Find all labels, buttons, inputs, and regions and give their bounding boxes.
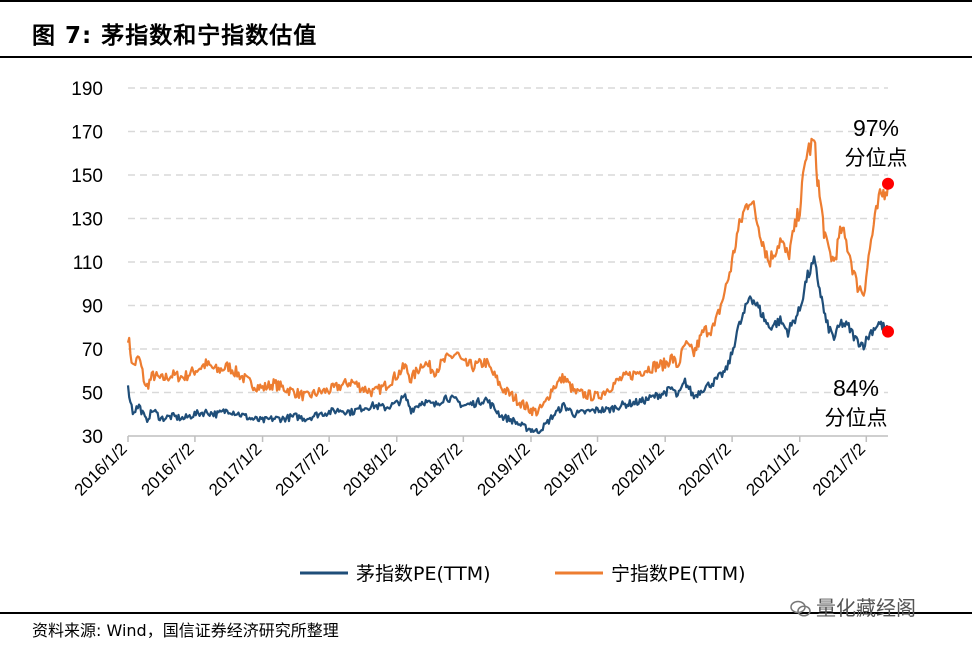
- mao-index-line: [126, 255, 890, 435]
- y-tick-label: 30: [82, 427, 103, 448]
- x-tick-label: 2018/7/2: [406, 439, 466, 499]
- legend-label-mao: 茅指数PE(TTM): [356, 563, 491, 585]
- y-tick-label: 70: [82, 340, 103, 361]
- y-tick-label: 90: [82, 297, 103, 318]
- percentile-value: 84%: [833, 375, 879, 401]
- source-note: 资料来源: Wind，国信证券经济研究所整理: [32, 621, 339, 640]
- percentile-marker: [882, 177, 894, 190]
- legend-label-ning: 宁指数PE(TTM): [611, 563, 746, 585]
- title-bar: 图 7: 茅指数和宁指数估值: [0, 0, 972, 58]
- wechat-icon: [790, 600, 811, 617]
- x-tick-label: 2017/7/2: [272, 439, 332, 499]
- x-tick-label: 2020/7/2: [675, 439, 735, 499]
- percentile-marker: [882, 325, 894, 338]
- x-tick-label: 2016/1/2: [71, 439, 131, 499]
- percentile-value: 97%: [853, 115, 899, 141]
- y-tick-label: 190: [71, 79, 103, 100]
- page-title: 图 7: 茅指数和宁指数估值: [32, 23, 318, 49]
- x-tick-label: 2020/1/2: [608, 439, 668, 499]
- x-tick-label: 2021/7/2: [809, 439, 869, 499]
- watermark: 量化藏经阁: [790, 592, 916, 621]
- y-tick-label: 130: [71, 210, 103, 231]
- y-tick-label: 150: [71, 166, 103, 187]
- x-tick-label: 2018/1/2: [339, 439, 399, 499]
- percentile-label: 分位点: [825, 406, 888, 430]
- ning-index-line: [126, 137, 890, 417]
- x-tick-label: 2017/1/2: [205, 439, 265, 499]
- watermark-text: 量化藏经阁: [816, 596, 916, 620]
- percentile-label: 分位点: [845, 146, 908, 170]
- x-tick-label: 2019/7/2: [540, 439, 600, 499]
- x-tick-label: 2019/1/2: [474, 439, 534, 499]
- y-tick-label: 50: [82, 384, 103, 405]
- x-tick-label: 2016/7/2: [138, 439, 198, 499]
- x-tick-label: 2021/1/2: [742, 439, 802, 499]
- y-tick-label: 110: [73, 253, 103, 274]
- y-tick-label: 170: [71, 123, 103, 144]
- footer-divider: [0, 612, 972, 614]
